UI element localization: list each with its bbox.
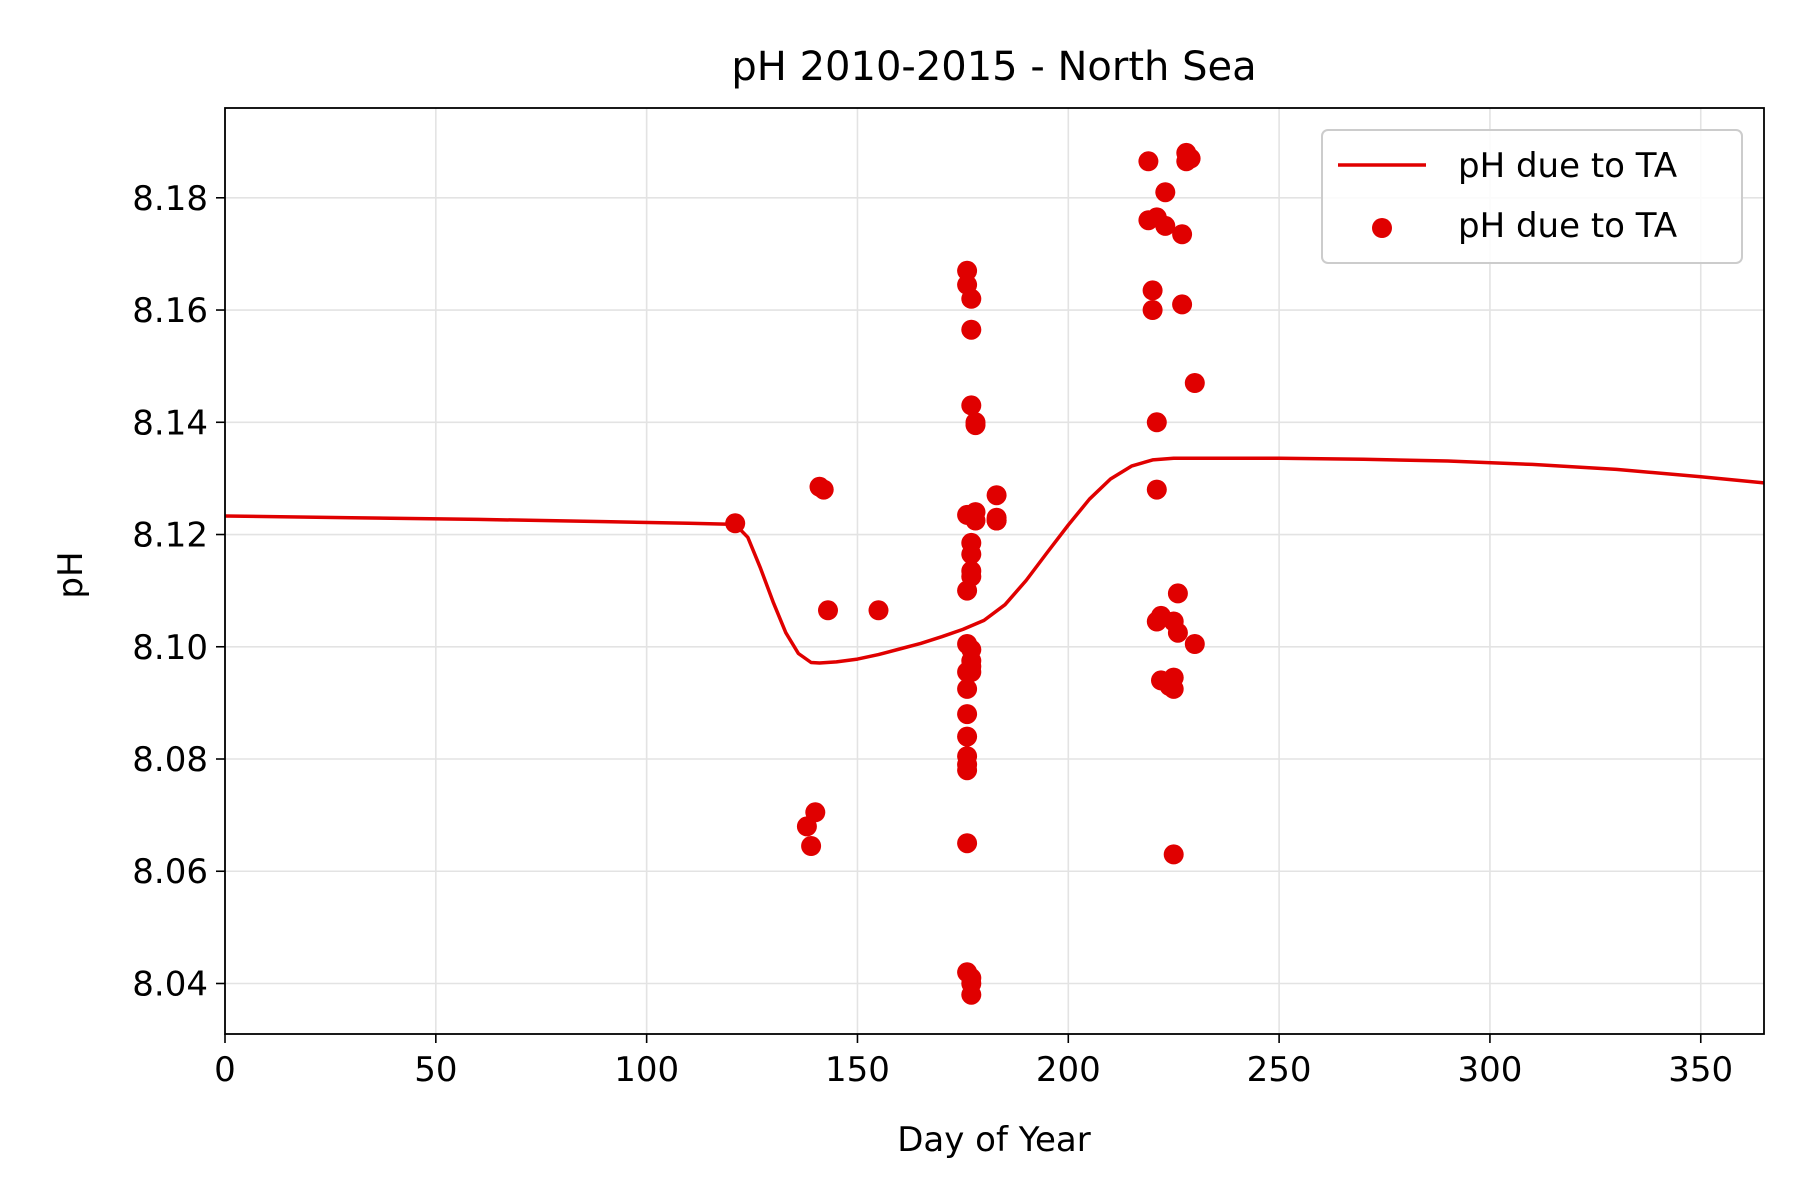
x-tick-label: 200 bbox=[1036, 1050, 1101, 1090]
scatter-point bbox=[1163, 678, 1184, 699]
scatter-point bbox=[725, 513, 746, 534]
scatter-point bbox=[1142, 300, 1163, 320]
scatter-point bbox=[818, 600, 838, 621]
scatter-point bbox=[1167, 622, 1188, 643]
y-tick-label: 8.08 bbox=[132, 740, 208, 780]
scatter-point bbox=[957, 704, 978, 725]
y-axis-label: pH bbox=[51, 551, 91, 598]
legend-label-scatter: pH due to TA bbox=[1458, 206, 1677, 246]
scatter-point bbox=[1138, 151, 1159, 172]
scatter-point bbox=[986, 510, 1007, 531]
scatter-point bbox=[1155, 215, 1176, 236]
scatter-point bbox=[1172, 224, 1193, 245]
x-tick-label: 250 bbox=[1247, 1050, 1312, 1090]
scatter-point bbox=[957, 726, 978, 747]
scatter-point bbox=[1155, 182, 1176, 203]
x-axis-ticks: 0 50 100 150 200 250 300 350 bbox=[214, 1034, 1733, 1090]
y-tick-label: 8.18 bbox=[132, 179, 208, 219]
plot-area bbox=[225, 142, 1764, 1005]
scatter-point bbox=[961, 288, 982, 309]
scatter-point bbox=[1163, 844, 1184, 865]
scatter-point bbox=[868, 600, 889, 621]
x-tick-label: 300 bbox=[1457, 1050, 1522, 1090]
scatter-point bbox=[1172, 294, 1193, 315]
scatter-point bbox=[961, 395, 982, 416]
legend-frame bbox=[1321, 129, 1743, 264]
scatter-point bbox=[957, 760, 978, 781]
scatter-point bbox=[957, 260, 978, 281]
series-line-ph-due-to-ta bbox=[225, 456, 1764, 665]
y-axis-ticks: 8.04 8.06 8.08 8.10 8.12 8.14 8.16 8.18 bbox=[132, 179, 225, 1004]
scatter-point bbox=[961, 662, 982, 682]
scatter-point bbox=[1184, 373, 1205, 393]
scatter-point bbox=[801, 836, 822, 856]
legend-marker-swatch bbox=[1372, 218, 1392, 238]
x-tick-label: 350 bbox=[1668, 1050, 1733, 1090]
scatter-point bbox=[965, 412, 986, 433]
scatter-point bbox=[1146, 412, 1167, 433]
y-tick-label: 8.16 bbox=[132, 291, 208, 331]
y-tick-label: 8.10 bbox=[132, 628, 208, 668]
scatter-point bbox=[1180, 148, 1201, 169]
scatter-point bbox=[961, 319, 982, 340]
scatter-point bbox=[965, 510, 986, 531]
scatter-point bbox=[1142, 280, 1163, 301]
y-tick-label: 8.04 bbox=[132, 964, 208, 1004]
x-tick-label: 150 bbox=[825, 1050, 890, 1090]
scatter-point bbox=[1146, 479, 1167, 500]
scatter-point bbox=[1167, 583, 1188, 604]
scatter-point bbox=[805, 802, 826, 823]
y-tick-label: 8.06 bbox=[132, 852, 208, 892]
scatter-point bbox=[986, 485, 1007, 506]
scatter-point bbox=[1184, 634, 1205, 654]
axes-frame bbox=[224, 107, 1765, 1035]
scatter-point bbox=[961, 561, 982, 581]
y-tick-label: 8.12 bbox=[132, 516, 208, 556]
scatter-point bbox=[957, 833, 978, 854]
chart-title: pH 2010-2015 - North Sea bbox=[731, 44, 1256, 90]
y-tick-label: 8.14 bbox=[132, 403, 208, 443]
x-axis-label: Day of Year bbox=[897, 1120, 1091, 1160]
x-tick-label: 50 bbox=[414, 1050, 457, 1090]
scatter-point bbox=[957, 678, 978, 699]
legend-label-line: pH due to TA bbox=[1458, 146, 1677, 186]
legend: pH due to TA pH due to TA bbox=[1321, 129, 1743, 264]
scatter-point bbox=[961, 984, 982, 1005]
x-tick-label: 100 bbox=[614, 1050, 679, 1090]
x-tick-label: 0 bbox=[214, 1050, 236, 1090]
scatter-point bbox=[961, 544, 982, 565]
scatter-point bbox=[813, 479, 834, 500]
